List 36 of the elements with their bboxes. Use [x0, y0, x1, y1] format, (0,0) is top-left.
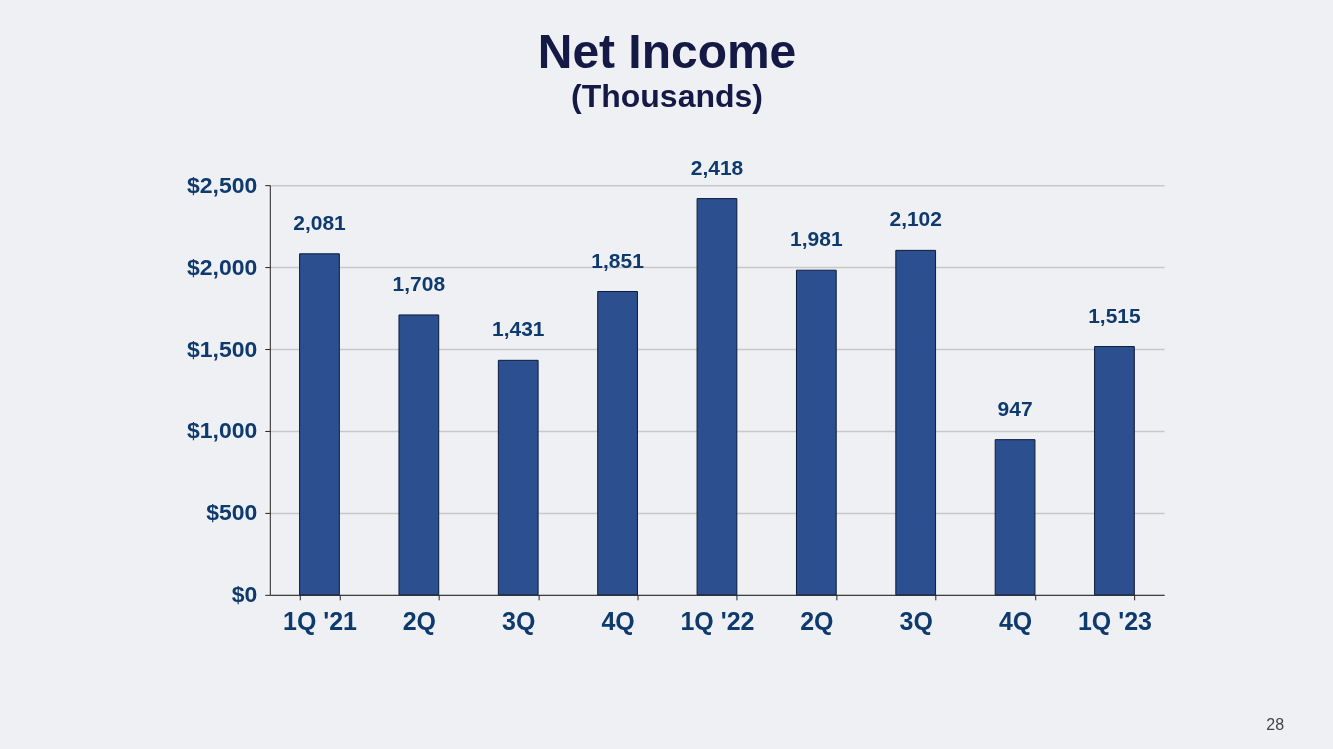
x-tick-label: 3Q: [899, 607, 933, 636]
data-label: 2,102: [889, 207, 942, 231]
x-tick-label: 1Q '21: [283, 607, 358, 636]
bar: [497, 359, 539, 596]
x-tick-label: 3Q: [502, 607, 536, 636]
data-label: 947: [997, 396, 1033, 420]
data-label: 1,708: [392, 271, 446, 295]
bar: [398, 314, 440, 596]
bar: [1094, 346, 1135, 596]
y-tick-label: $2,500: [187, 171, 258, 198]
data-label: 1,981: [790, 227, 843, 251]
data-label: 2,081: [293, 210, 347, 234]
x-tick-label: 1Q '22: [680, 607, 755, 636]
y-tick-label: $2,000: [187, 253, 258, 280]
y-tick-label: $0: [231, 581, 258, 608]
bar: [597, 291, 638, 596]
data-label: 1,515: [1088, 303, 1142, 327]
y-tick-label: $500: [206, 499, 258, 526]
text: 28: [1266, 715, 1285, 733]
x-tick-label: 1Q '23: [1077, 607, 1152, 636]
bar: [696, 198, 738, 596]
bar: [795, 269, 837, 596]
chart-title: Net Income: [537, 24, 797, 78]
y-tick-label: $1,500: [187, 335, 258, 362]
data-label: 1,431: [491, 317, 545, 341]
data-label: 1,851: [591, 248, 645, 272]
bar: [299, 253, 340, 596]
x-tick-label: 2Q: [800, 607, 834, 636]
x-tick-label: 4Q: [998, 607, 1033, 636]
bar: [895, 249, 937, 596]
data-label: 2,418: [690, 155, 744, 179]
chart-subtitle: (Thousands): [571, 77, 763, 114]
x-tick-label: 4Q: [601, 607, 635, 636]
x-tick-label: 2Q: [402, 607, 437, 636]
y-tick-label: $1,000: [187, 417, 258, 444]
bar: [994, 439, 1036, 596]
